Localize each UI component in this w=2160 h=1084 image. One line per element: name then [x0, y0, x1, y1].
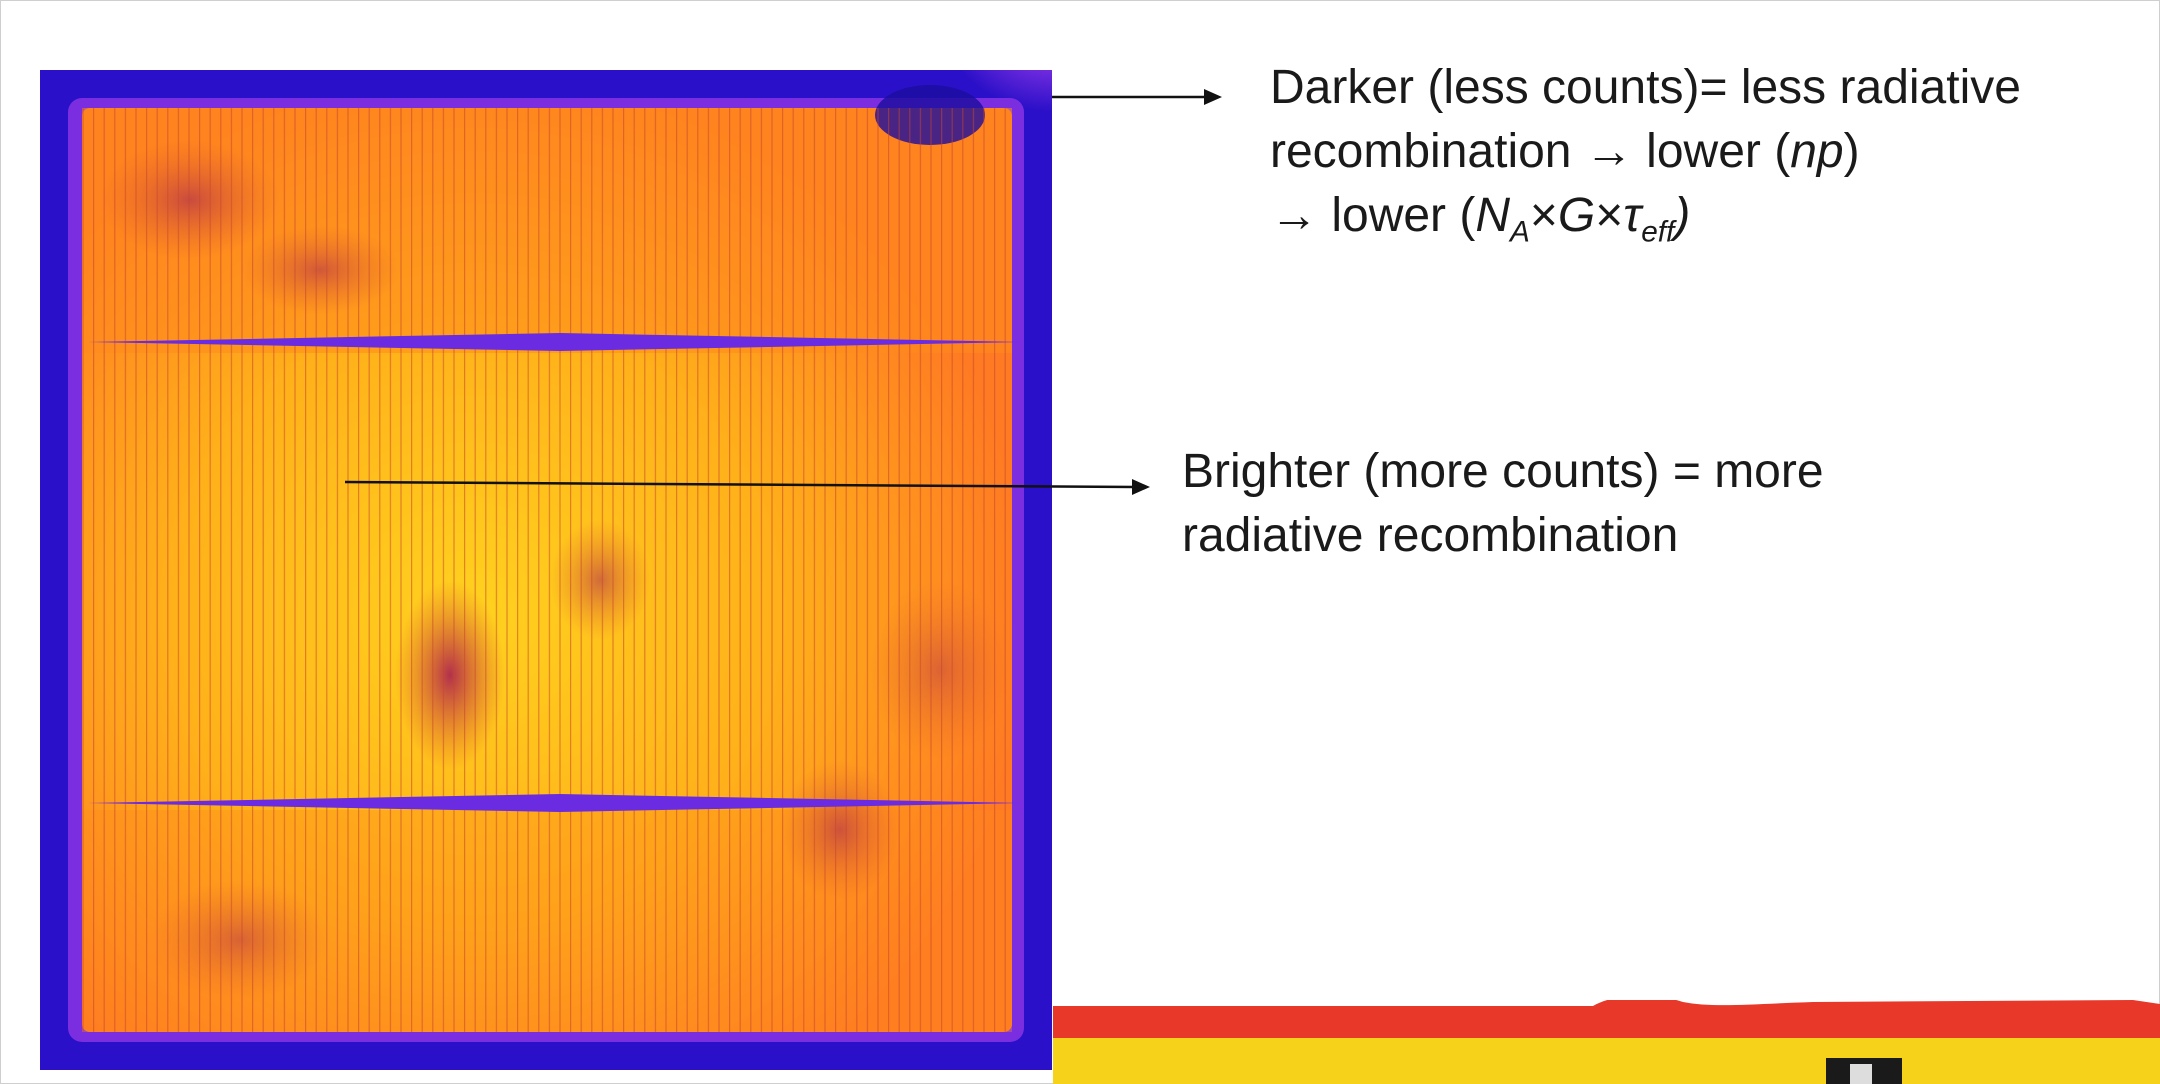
darker-line-3: → lower (NA×G×τeff): [1270, 184, 2021, 248]
solar-cell-el-map: [40, 70, 1052, 1070]
electroluminescence-image: [40, 70, 1052, 1070]
arrowhead-darker: [1204, 89, 1222, 105]
times-sign: ×: [1595, 189, 1624, 242]
brighter-line-1: Brighter (more counts) = more: [1182, 445, 1824, 498]
busbar-top: [88, 333, 1025, 351]
darker-line-2-suffix: ): [1843, 125, 1860, 178]
darker-line-1: Darker (less counts)= less radiative: [1270, 61, 2021, 114]
g-variable: G: [1557, 189, 1596, 242]
darker-line-2: recombination → lower (np): [1270, 120, 2021, 184]
footer-yellow-band: [1053, 1038, 2160, 1084]
finger-lines: [82, 108, 1012, 1032]
np-variable: np: [1790, 125, 1844, 178]
brighter-line-2: radiative recombination: [1182, 509, 1679, 562]
footer-stripe-graphic: [1053, 1000, 2160, 1084]
darker-line-3-prefix: → lower (: [1270, 189, 1476, 242]
tau-subscript: eff: [1641, 215, 1675, 249]
darker-line-2-prefix: recombination → lower (: [1270, 125, 1791, 178]
annotation-darker: Darker (less counts)= less radiative rec…: [1270, 56, 2021, 248]
na-subscript: A: [1510, 215, 1530, 249]
tau-variable: τ: [1623, 189, 1642, 242]
darker-line-3-suffix: ): [1674, 189, 1691, 242]
annotation-brighter: Brighter (more counts) = more radiative …: [1182, 440, 1824, 568]
arrowhead-brighter: [1132, 479, 1150, 495]
footer-stripe: [1053, 1000, 2160, 1084]
arrow-brighter: [344, 480, 1137, 489]
busbar-bottom: [88, 794, 1025, 812]
na-variable: N: [1475, 189, 1511, 242]
footer-logo-inner: [1850, 1064, 1872, 1084]
times-sign: ×: [1529, 189, 1558, 242]
